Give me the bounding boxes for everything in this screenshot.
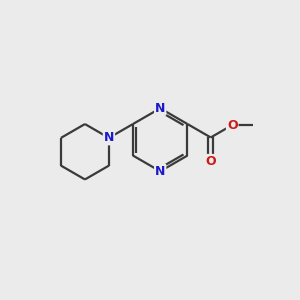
Text: N: N bbox=[155, 102, 165, 115]
Text: N: N bbox=[155, 165, 165, 178]
Text: N: N bbox=[104, 131, 114, 144]
Text: O: O bbox=[206, 155, 216, 168]
Text: O: O bbox=[227, 118, 238, 132]
